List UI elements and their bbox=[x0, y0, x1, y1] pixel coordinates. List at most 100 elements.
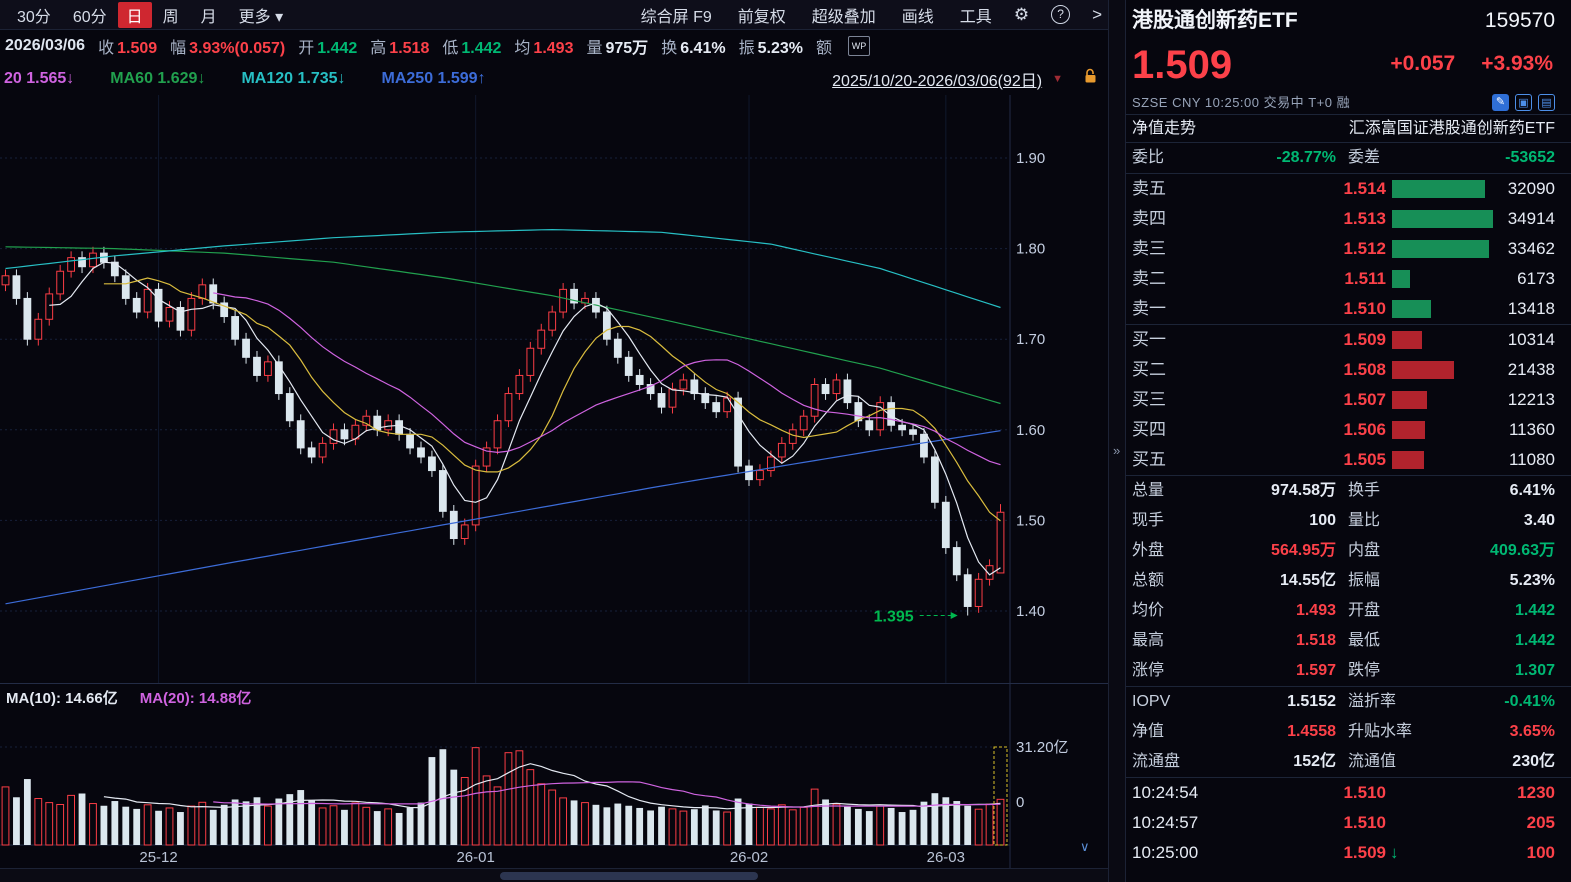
period-tab-日[interactable]: 日 bbox=[117, 1, 152, 28]
weibi-row: 委比 -28.77% 委差 -53652 bbox=[1126, 143, 1571, 174]
svg-text:1.90: 1.90 bbox=[1016, 150, 1045, 167]
ma-legend-20: 20 1.565↓ bbox=[4, 69, 75, 87]
ma-legend-MA250: MA250 1.599↑ bbox=[381, 69, 486, 87]
date-range-dropdown-icon[interactable]: ▼ bbox=[1052, 72, 1063, 85]
stat-row-最高: 最高 1.518 最低 1.442 bbox=[1132, 632, 1555, 649]
quote-field-振: 振 5.23% bbox=[738, 40, 803, 57]
expand-chevron-icon[interactable]: > bbox=[1092, 4, 1102, 24]
last-price: 1.509 bbox=[1132, 43, 1233, 87]
quote-panel: 港股通创新药ETF 159570 1.509 +0.057 +3.93% SZS… bbox=[1126, 0, 1571, 882]
fund-full-name[interactable]: 汇添富国证港股通创新药ETF bbox=[1348, 120, 1555, 137]
wp-badge-icon[interactable]: WP bbox=[847, 36, 870, 56]
unlock-icon[interactable] bbox=[1083, 68, 1098, 89]
toolbar-menu-1[interactable]: 前复权 bbox=[737, 8, 786, 26]
svg-text:1.50: 1.50 bbox=[1016, 512, 1045, 529]
status-icons: ✎ ▣ ▤ bbox=[1492, 94, 1555, 111]
ask-volume-bar bbox=[1392, 210, 1494, 228]
candlestick-chart[interactable]: 1.90 1.80 1.70 1.60 1.50 1.40 1.395 bbox=[0, 95, 1108, 683]
ask-row-卖五[interactable]: 卖五 1.514 32090 bbox=[1132, 179, 1555, 198]
quote-field-换: 换 6.41% bbox=[661, 40, 726, 57]
market-status-text: SZSE CNY 10:25:00 交易中 T+0 融 bbox=[1132, 95, 1351, 110]
monitor-icon[interactable]: ▤ bbox=[1538, 94, 1555, 111]
settings-gear-icon[interactable]: ⚙ bbox=[1013, 4, 1030, 24]
quote-field-幅: 幅 3.93%(0.057) bbox=[170, 40, 286, 57]
bid-row-买四[interactable]: 买四 1.506 11360 bbox=[1132, 420, 1555, 439]
bid-row-买一[interactable]: 买一 1.509 10314 bbox=[1132, 330, 1555, 349]
svg-text:26-03: 26-03 bbox=[927, 849, 965, 866]
help-icon[interactable]: ? bbox=[1051, 5, 1071, 24]
stat-row-现手: 现手 100 量比 3.40 bbox=[1132, 512, 1555, 529]
bid-volume-bar bbox=[1392, 361, 1455, 379]
tick-row-2: 10:25:00 1.509 ↓ 100 bbox=[1126, 838, 1571, 868]
bid-volume-bar bbox=[1392, 391, 1428, 409]
price-change: +0.057 +3.93% bbox=[1390, 52, 1553, 76]
change-absolute: +0.057 bbox=[1390, 52, 1456, 75]
ask-row-卖一[interactable]: 卖一 1.510 13418 bbox=[1132, 299, 1555, 318]
period-toolbar: 30分 60分日周 月 更多 ▾ 综合屏 F9 前复权 超级叠加 画线 工具 ⚙? > bbox=[0, 0, 1108, 30]
weibi-label: 委比 bbox=[1132, 149, 1165, 166]
date-range-selector[interactable]: 2025/10/20-2026/03/06(92日) bbox=[832, 72, 1043, 90]
market-status-row: SZSE CNY 10:25:00 交易中 T+0 融 ✎ ▣ ▤ bbox=[1126, 92, 1571, 114]
bid-volume-bar bbox=[1392, 421, 1425, 439]
quote-field-均: 均 1.493 bbox=[514, 40, 574, 57]
screenshot-icon[interactable]: ▣ bbox=[1515, 94, 1532, 111]
fund-row: 净值走势 汇添富国证港股通创新药ETF bbox=[1126, 114, 1571, 143]
weicha-label: 委差 bbox=[1348, 149, 1381, 166]
bid-row-买三[interactable]: 买三 1.507 12213 bbox=[1132, 390, 1555, 409]
stat-row-均价: 均价 1.493 开盘 1.442 bbox=[1132, 602, 1555, 619]
volume-ma-legend: MA(10): 14.66亿 MA(20): 14.88亿 bbox=[6, 687, 251, 708]
quote-field-开: 开 1.442 bbox=[298, 40, 358, 57]
tick-direction-down-icon: ↓ bbox=[1390, 843, 1399, 862]
toolbar-menu-3[interactable]: 画线 bbox=[901, 8, 934, 26]
quote-panel-header: 港股通创新药ETF 159570 bbox=[1126, 0, 1571, 38]
toolbar-menu-4[interactable]: 工具 bbox=[959, 8, 992, 26]
stat-row-外盘: 外盘 564.95万 内盘 409.63万 bbox=[1132, 542, 1555, 559]
stats-grid: 总量 974.58万 换手 6.41% 现手 100 量比 3.40 外盘 564.95万 内盘 40… bbox=[1126, 476, 1571, 778]
weicha-value: -53652 bbox=[1505, 149, 1555, 166]
ask-row-卖四[interactable]: 卖四 1.513 34914 bbox=[1132, 209, 1555, 228]
scrollbar-thumb[interactable] bbox=[500, 872, 758, 880]
svg-text:1.40: 1.40 bbox=[1016, 603, 1045, 620]
change-percent: +3.93% bbox=[1481, 52, 1553, 75]
svg-text:0: 0 bbox=[1016, 794, 1024, 811]
edit-icon[interactable]: ✎ bbox=[1492, 94, 1509, 111]
svg-text:1.60: 1.60 bbox=[1016, 422, 1045, 439]
period-tab-月[interactable]: 月 bbox=[200, 8, 217, 26]
stat-row-涨停: 涨停 1.597 跌停 1.307 bbox=[1132, 662, 1555, 679]
ask-volume-bar bbox=[1392, 300, 1431, 318]
ask-volume-bar bbox=[1392, 180, 1486, 198]
quote-field-收: 收 1.509 bbox=[98, 40, 158, 57]
svg-text:26-01: 26-01 bbox=[456, 849, 494, 866]
ask-volume-bar bbox=[1392, 270, 1410, 288]
period-tab-30分[interactable]: 30分 bbox=[17, 8, 51, 26]
nav-trend-link[interactable]: 净值走势 bbox=[1132, 120, 1197, 137]
volume-ma10-label: MA(10): 14.66亿 bbox=[6, 690, 118, 707]
bid-volume-bar bbox=[1392, 331, 1422, 349]
quote-field-高: 高 1.518 bbox=[370, 40, 430, 57]
bid-row-买二[interactable]: 买二 1.508 21438 bbox=[1132, 360, 1555, 379]
more-periods-button[interactable]: 更多 ▾ bbox=[238, 8, 284, 26]
ask-order-book: 卖五 1.514 32090 卖四 1.513 34914 卖三 1.512 33462 卖二 1.… bbox=[1126, 174, 1571, 325]
weibi-value: -28.77% bbox=[1276, 149, 1336, 166]
toolbar-menu-0[interactable]: 综合屏 F9 bbox=[640, 8, 712, 26]
stat-row-总额: 总额 14.55亿 振幅 5.23% bbox=[1132, 572, 1555, 589]
chart-horizontal-scrollbar[interactable] bbox=[0, 868, 1108, 882]
tick-trade-list: 10:24:54 1.510 1230 10:24:57 1.510 205 10:25:0… bbox=[1126, 778, 1571, 868]
period-tab-60分[interactable]: 60分 bbox=[72, 8, 107, 26]
svg-text:∨: ∨ bbox=[1080, 839, 1090, 854]
ask-row-卖三[interactable]: 卖三 1.512 33462 bbox=[1132, 239, 1555, 258]
svg-text:26-02: 26-02 bbox=[730, 849, 768, 866]
ask-row-卖二[interactable]: 卖二 1.511 6173 bbox=[1132, 269, 1555, 288]
svg-text:1.70: 1.70 bbox=[1016, 331, 1045, 348]
panel-splitter[interactable]: » bbox=[1108, 0, 1126, 882]
toolbar-menu-2[interactable]: 超级叠加 bbox=[811, 8, 876, 26]
ma-legend-MA120: MA120 1.735↓ bbox=[241, 69, 346, 87]
bid-row-买五[interactable]: 买五 1.505 11080 bbox=[1132, 450, 1555, 469]
stat-row-总量: 总量 974.58万 换手 6.41% bbox=[1132, 482, 1555, 499]
volume-chart[interactable]: 31.20亿 0 25-12 26-01 26-02 26-03 ∨ bbox=[0, 683, 1108, 868]
collapse-chevrons-icon[interactable]: » bbox=[1113, 443, 1121, 458]
ma-legend-bar: 20 1.565↓ MA60 1.629↓ MA120 1.735↓ MA250 1.… bbox=[0, 62, 1108, 95]
period-tab-周[interactable]: 周 bbox=[162, 8, 179, 26]
tick-row-0: 10:24:54 1.510 1230 bbox=[1132, 783, 1555, 802]
ask-volume-bar bbox=[1392, 240, 1489, 258]
